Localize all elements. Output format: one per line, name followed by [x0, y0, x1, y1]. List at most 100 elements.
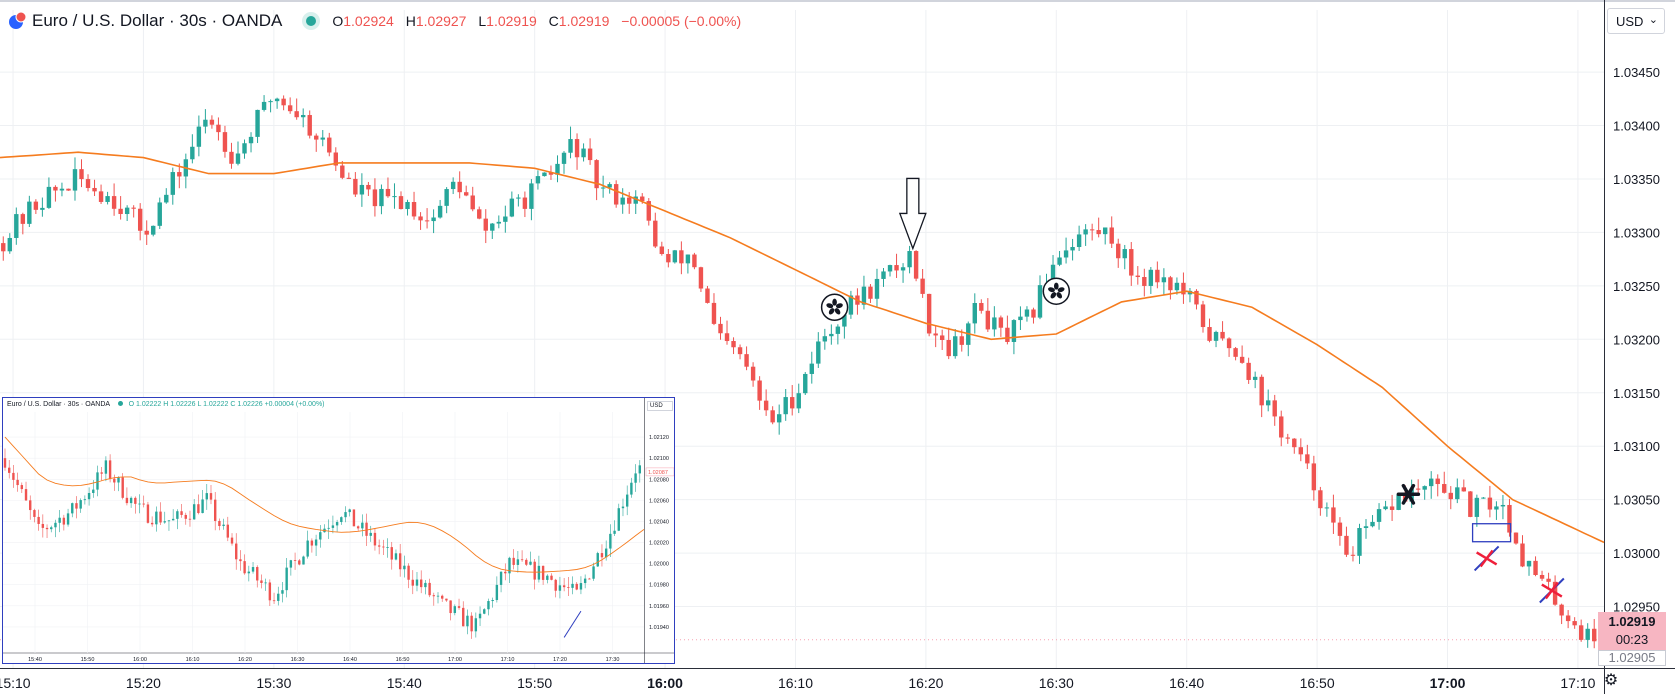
inset-price-label: 1.02000	[649, 562, 669, 568]
inset-candle-body	[213, 499, 217, 521]
price-axis-label: 1.03100	[1613, 439, 1660, 454]
inset-candle-body	[298, 560, 301, 565]
candle-body	[437, 205, 443, 218]
candle-body	[1220, 331, 1225, 339]
candle-body	[196, 126, 202, 147]
candle-body	[1487, 497, 1493, 510]
candle-body	[653, 220, 658, 247]
inset-candle-body	[12, 472, 15, 480]
candle-body	[711, 302, 717, 324]
inset-trend-line	[563, 610, 582, 638]
inset-candle-body	[512, 557, 515, 565]
inset-candle-body	[113, 478, 116, 483]
inset-candle-body	[29, 500, 32, 511]
inset-candle-body	[621, 506, 625, 509]
close-value: 1.02919	[558, 13, 610, 29]
inset-candle-body	[499, 571, 503, 585]
candle-body	[1357, 528, 1362, 556]
inset-candle-body	[466, 615, 469, 627]
candle-body	[666, 254, 671, 263]
inset-candle-body	[92, 489, 95, 493]
inset-candle-body	[256, 567, 259, 581]
candle-body	[1363, 526, 1369, 529]
inset-header: Euro / U.S. Dollar · 30s · OANDA O 1.022…	[7, 401, 325, 408]
price-axis-label: 1.03050	[1613, 493, 1660, 508]
inset-candle-body	[419, 579, 423, 588]
candle-body	[379, 188, 384, 207]
inset-candle-body	[235, 543, 238, 560]
inset-candle-body	[596, 553, 599, 567]
candle-body	[600, 187, 606, 189]
settings-gear-icon[interactable]: ⚙	[1603, 672, 1619, 689]
down-arrow-icon	[898, 177, 927, 251]
inset-candle-body	[562, 585, 566, 588]
candle-body	[1559, 604, 1564, 616]
inset-candle-body	[340, 517, 343, 523]
inset-moving-average-line	[4, 436, 645, 573]
inset-time-label: 15:40	[28, 657, 42, 663]
candle-body	[705, 288, 710, 303]
candle-body	[79, 169, 84, 180]
candle-body	[737, 347, 743, 355]
candle-body	[66, 188, 71, 191]
candle-body	[235, 153, 241, 164]
candle-body	[1063, 250, 1069, 258]
candle-body	[33, 201, 39, 210]
candle-body	[633, 196, 638, 204]
candle-body	[718, 323, 723, 334]
candle-body	[1285, 437, 1290, 439]
candle-body	[300, 115, 306, 118]
market-status-icon	[306, 16, 317, 26]
candle-body	[209, 119, 215, 125]
candle-body	[1122, 249, 1127, 259]
inset-candle-body	[310, 540, 314, 546]
inset-candle-body	[335, 522, 339, 526]
candle-body	[685, 254, 691, 264]
open-value: 1.02924	[343, 13, 394, 29]
candle-body	[646, 201, 651, 221]
inset-candle-body	[445, 598, 448, 601]
inset-candle-body	[319, 532, 322, 540]
candle-body	[744, 354, 749, 367]
ohlc-values: O1.02924 H1.02927 L1.02919 C1.02919 −0.0…	[332, 13, 742, 29]
candle-body	[359, 184, 365, 195]
inset-candle-body	[554, 579, 557, 591]
candle-body	[1266, 400, 1271, 406]
symbol-title[interactable]: Euro / U.S. Dollar · 30s · OANDA	[32, 11, 283, 30]
inset-candle-body	[407, 565, 410, 580]
candle-body	[672, 250, 678, 263]
candle-body	[509, 198, 515, 217]
currency-selector[interactable]: USD ⌄	[1607, 8, 1665, 34]
inset-candle-body	[285, 567, 288, 591]
inset-candle-body	[302, 556, 305, 565]
inset-candle-body	[272, 600, 276, 602]
candle-body	[457, 181, 462, 193]
candle-body	[1442, 484, 1447, 493]
inset-candle-body	[567, 587, 570, 588]
candle-body	[953, 336, 958, 357]
candle-body	[783, 397, 788, 415]
candle-body	[1318, 490, 1323, 509]
inset-candle-body	[592, 566, 595, 579]
candle-body	[1083, 229, 1088, 235]
candle-body	[424, 220, 430, 222]
inset-candle-body	[142, 503, 145, 505]
candle-body	[1481, 497, 1486, 499]
inset-candle-body	[218, 520, 221, 527]
time-axis-label: 16:00	[647, 675, 683, 691]
inset-candle-body	[3, 458, 7, 468]
candle-body	[92, 187, 97, 192]
inset-candle-body	[134, 497, 137, 504]
inset-candle-body	[457, 606, 461, 608]
inset-candle-body	[449, 600, 452, 614]
candle-body	[913, 251, 919, 279]
candle-body	[594, 160, 599, 189]
candle-body	[933, 333, 938, 336]
candle-body	[124, 207, 130, 215]
candle-body	[920, 278, 925, 294]
candle-body	[242, 143, 247, 154]
inset-candle-body	[33, 510, 36, 517]
candle-body	[835, 326, 841, 334]
candle-body	[294, 111, 299, 118]
candle-body	[607, 184, 612, 188]
